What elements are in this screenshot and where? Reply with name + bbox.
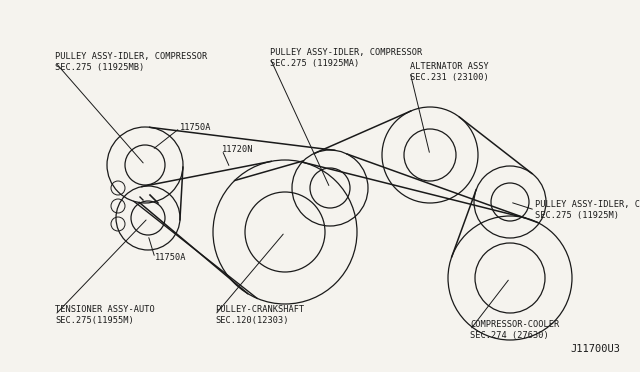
Text: 11750A: 11750A bbox=[155, 253, 186, 263]
Text: PULLEY ASSY-IDLER, COMPRESSOR
SEC.275 (11925MB): PULLEY ASSY-IDLER, COMPRESSOR SEC.275 (1… bbox=[55, 52, 207, 72]
Text: J11700U3: J11700U3 bbox=[570, 344, 620, 354]
Text: TENSIONER ASSY-AUTO
SEC.275(11955M): TENSIONER ASSY-AUTO SEC.275(11955M) bbox=[55, 305, 155, 325]
Text: 11720N: 11720N bbox=[222, 145, 253, 154]
Text: PULLEY ASSY-IDLER, COMPRESSOR
SEC.275 (11925M): PULLEY ASSY-IDLER, COMPRESSOR SEC.275 (1… bbox=[535, 200, 640, 220]
Text: COMPRESSOR-COOLER
SEC.274 (27630): COMPRESSOR-COOLER SEC.274 (27630) bbox=[470, 320, 559, 340]
Text: PULLEY-CRANKSHAFT
SEC.120(12303): PULLEY-CRANKSHAFT SEC.120(12303) bbox=[215, 305, 304, 325]
Text: ALTERNATOR ASSY
SEC.231 (23100): ALTERNATOR ASSY SEC.231 (23100) bbox=[410, 62, 489, 82]
Text: 11750A: 11750A bbox=[180, 124, 211, 132]
Text: PULLEY ASSY-IDLER, COMPRESSOR
SEC.275 (11925MA): PULLEY ASSY-IDLER, COMPRESSOR SEC.275 (1… bbox=[270, 48, 422, 68]
